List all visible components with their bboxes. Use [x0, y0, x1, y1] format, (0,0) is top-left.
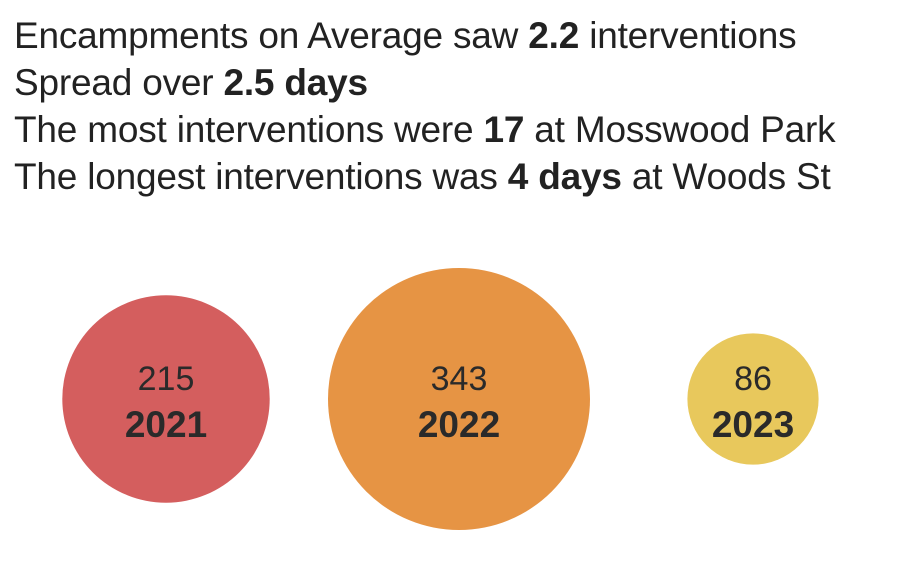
average-days-value: 2.5 days: [223, 62, 368, 103]
bubble-circle-2022: [328, 268, 590, 530]
summary-text-part: Spread over: [14, 62, 224, 103]
bubble-year-label: 2021: [125, 404, 207, 445]
bubble-value-label: 215: [138, 360, 195, 398]
summary-text-part: at Woods St: [621, 156, 831, 197]
bubble-circle-2021: [62, 295, 270, 503]
bubble-2021: 215 2021: [62, 295, 270, 503]
summary-line-most-interventions: The most interventions were 17 at Mosswo…: [14, 106, 914, 153]
bubble-year-label: 2022: [418, 404, 500, 445]
longest-interventions-value: 4 days: [507, 156, 622, 197]
summary-text-part: at Mosswood Park: [524, 109, 836, 150]
bubble-circle-2023: [687, 333, 819, 465]
summary-text-part: Encampments on Average saw: [14, 15, 529, 56]
summary-text-part: The most interventions were: [14, 109, 484, 150]
bubble-2023: 86 2023: [687, 333, 819, 465]
bubble-year-label: 2023: [712, 404, 794, 445]
summary-line-average-days: Spread over 2.5 days: [14, 59, 914, 106]
bubble-value-label: 343: [431, 360, 488, 398]
summary-line-longest-interventions: The longest interventions was 4 days at …: [14, 153, 914, 200]
most-interventions-value: 17: [483, 109, 525, 150]
summary-text-part: interventions: [579, 15, 797, 56]
summary-text-part: The longest interventions was: [14, 156, 508, 197]
average-interventions-value: 2.2: [528, 15, 580, 56]
summary-text: Encampments on Average saw 2.2 intervent…: [14, 12, 914, 200]
summary-line-average-interventions: Encampments on Average saw 2.2 intervent…: [14, 12, 914, 59]
bubble-2022: 343 2022: [328, 268, 590, 530]
bubble-value-label: 86: [734, 360, 772, 398]
